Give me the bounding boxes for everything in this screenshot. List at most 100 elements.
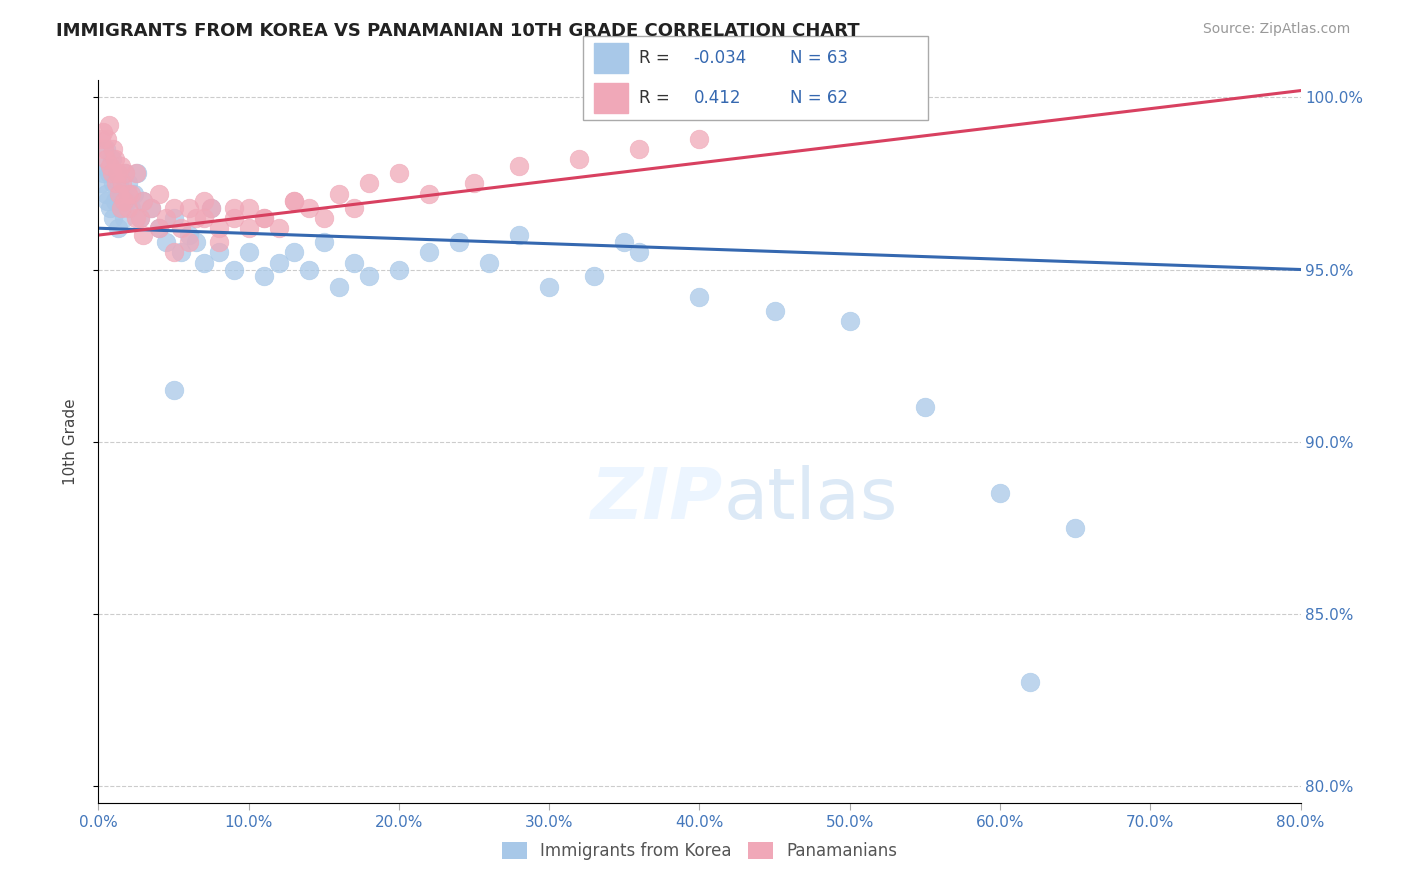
Y-axis label: 10th Grade: 10th Grade [63, 398, 77, 485]
Point [121, 186, 143, 201]
Point [117, 177, 139, 191]
Text: -0.034: -0.034 [693, 49, 747, 67]
Point [312, 235, 335, 249]
Point [103, 211, 125, 225]
Point [105, 166, 128, 180]
Point [208, 221, 231, 235]
Point [538, 279, 561, 293]
Point [184, 211, 207, 225]
Point [117, 186, 139, 201]
Point [222, 201, 245, 215]
Point [388, 166, 411, 180]
Point [222, 262, 245, 277]
Point [96, 132, 118, 146]
Point [253, 211, 276, 225]
Point [628, 142, 651, 156]
Point [111, 177, 134, 191]
Point [124, 186, 146, 201]
Point [94, 186, 117, 201]
Point [418, 245, 440, 260]
Point [253, 211, 276, 225]
Text: R =: R = [638, 89, 669, 107]
Point [298, 262, 321, 277]
Point [184, 235, 207, 249]
Point [838, 314, 860, 328]
Point [988, 486, 1011, 500]
Point [283, 245, 305, 260]
Point [208, 245, 231, 260]
Point [568, 153, 591, 167]
Point [193, 211, 215, 225]
Point [105, 177, 128, 191]
Point [132, 228, 155, 243]
Point [101, 153, 124, 167]
Point [238, 221, 260, 235]
Point [121, 201, 143, 215]
Point [93, 159, 115, 173]
Point [110, 201, 132, 215]
Text: R =: R = [638, 49, 669, 67]
Point [357, 269, 380, 284]
Point [114, 166, 136, 180]
Point [91, 166, 114, 180]
Point [343, 201, 366, 215]
Point [104, 153, 127, 167]
Point [478, 255, 501, 269]
Point [283, 194, 305, 208]
Point [628, 245, 651, 260]
Point [103, 177, 125, 191]
Point [108, 186, 131, 201]
Point [148, 221, 170, 235]
Point [689, 290, 711, 304]
Point [193, 194, 215, 208]
Point [129, 211, 152, 225]
Point [418, 186, 440, 201]
Point [357, 177, 380, 191]
Point [283, 194, 305, 208]
Point [238, 245, 260, 260]
Point [253, 269, 276, 284]
Point [170, 221, 193, 235]
Point [108, 177, 131, 191]
Point [148, 186, 170, 201]
Point [1019, 675, 1042, 690]
Point [208, 235, 231, 249]
Point [112, 194, 135, 208]
Point [90, 132, 112, 146]
Point [107, 166, 129, 180]
Text: N = 63: N = 63 [790, 49, 848, 67]
Point [328, 279, 350, 293]
Point [177, 235, 200, 249]
Point [162, 211, 184, 225]
Point [328, 186, 350, 201]
Point [689, 132, 711, 146]
Point [97, 118, 120, 132]
Point [127, 166, 149, 180]
Point [267, 255, 290, 269]
Text: N = 62: N = 62 [790, 89, 848, 107]
Point [447, 235, 470, 249]
Point [914, 400, 936, 414]
Point [93, 142, 115, 156]
Point [110, 201, 132, 215]
Text: 0.412: 0.412 [693, 89, 741, 107]
Text: IMMIGRANTS FROM KOREA VS PANAMANIAN 10TH GRADE CORRELATION CHART: IMMIGRANTS FROM KOREA VS PANAMANIAN 10TH… [56, 22, 860, 40]
Point [613, 235, 636, 249]
Bar [593, 44, 628, 73]
Point [343, 255, 366, 269]
Point [298, 201, 321, 215]
Point [193, 255, 215, 269]
Point [100, 159, 122, 173]
Point [139, 201, 162, 215]
Point [132, 194, 155, 208]
Point [267, 221, 290, 235]
Legend: Immigrants from Korea, Panamanians: Immigrants from Korea, Panamanians [495, 835, 904, 867]
Point [94, 153, 117, 167]
Point [238, 201, 260, 215]
Point [96, 194, 118, 208]
Bar [593, 83, 628, 112]
Point [162, 201, 184, 215]
Point [139, 201, 162, 215]
Point [222, 211, 245, 225]
Text: atlas: atlas [724, 465, 898, 533]
